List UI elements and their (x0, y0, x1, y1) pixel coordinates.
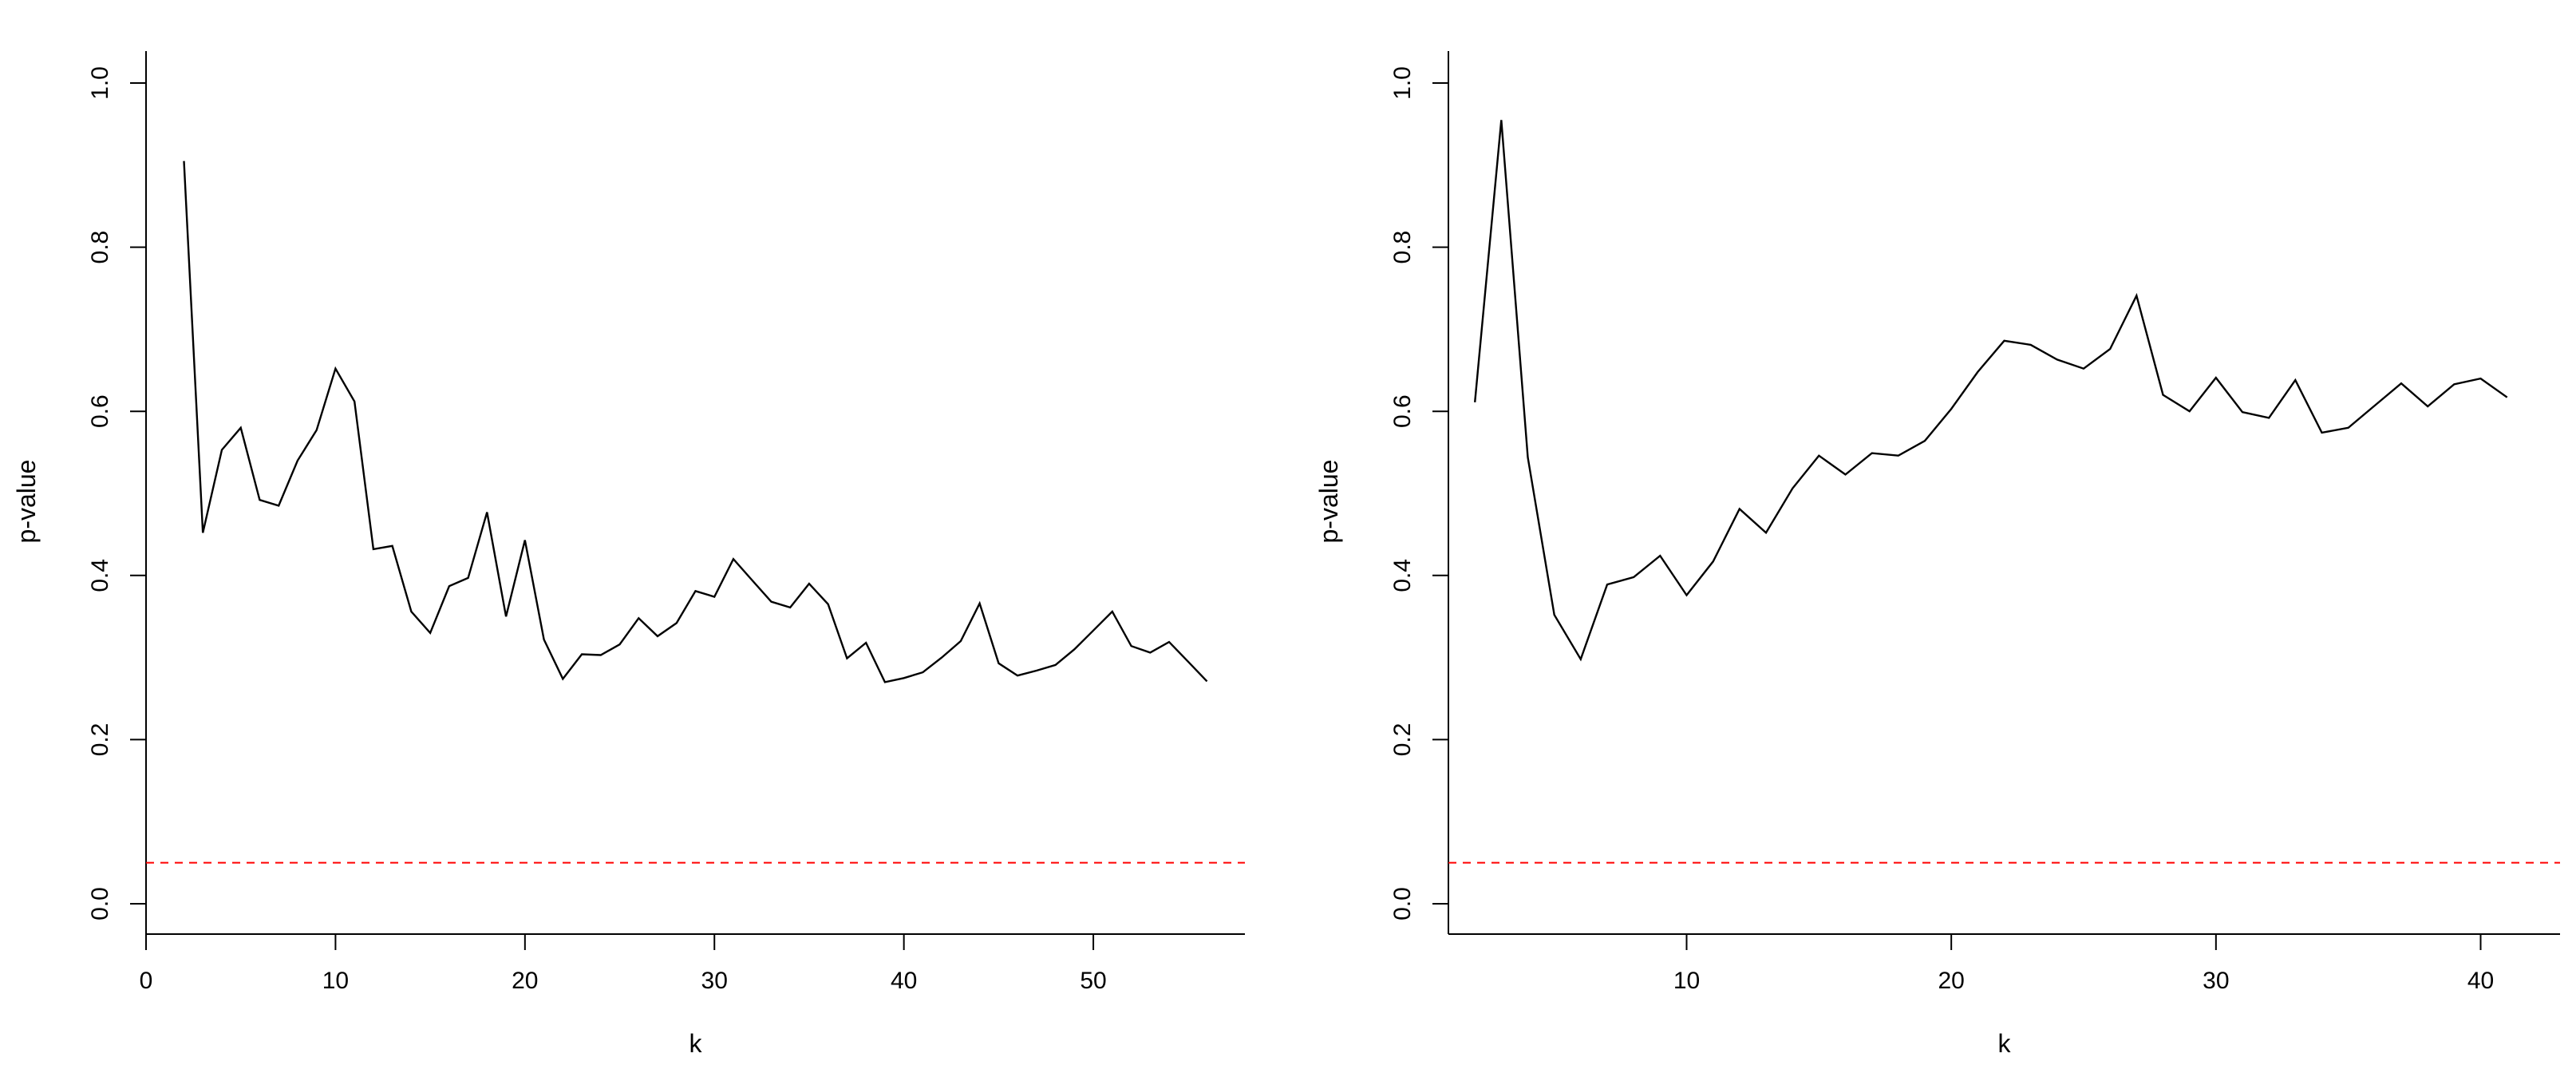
x-tick-label: 20 (1938, 968, 1964, 994)
x-tick-label: 0 (140, 968, 153, 994)
x-tick-label: 50 (1080, 968, 1106, 994)
y-tick-label: 1.0 (1389, 66, 1416, 100)
left-chart: 0 10 20 30 40 50 0.0 0.2 0.4 0.6 0.8 1.0 k p-value (12, 51, 1245, 1058)
y-axis-label: p-value (12, 460, 41, 544)
x-tick-label: 30 (2203, 968, 2229, 994)
x-tick-label: 10 (322, 968, 349, 994)
y-tick-label: 1.0 (87, 66, 113, 100)
series-line (183, 160, 1208, 683)
y-tick-label: 0.0 (1389, 887, 1416, 921)
y-tick-label: 0.4 (1389, 559, 1416, 592)
y-tick-label: 0.2 (1389, 723, 1416, 757)
y-tick-label: 0.6 (87, 394, 113, 428)
y-axis-label: p-value (1314, 460, 1343, 544)
x-tick-label: 30 (701, 968, 728, 994)
x-axis-label: k (689, 1029, 703, 1058)
right-chart: 10 20 30 40 0.0 0.2 0.4 0.6 0.8 1.0 k p-value (1314, 51, 2560, 1058)
x-tick-label: 10 (1673, 968, 1700, 994)
x-tick-label: 40 (2467, 968, 2494, 994)
y-tick-label: 0.8 (1389, 231, 1416, 264)
series-line (1474, 120, 2508, 662)
y-tick-label: 0.0 (87, 887, 113, 921)
y-tick-label: 0.6 (1389, 394, 1416, 428)
x-axis-label: k (1998, 1029, 2012, 1058)
x-tick-label: 40 (891, 968, 917, 994)
y-tick-label: 0.4 (87, 559, 113, 592)
y-tick-label: 0.8 (87, 231, 113, 264)
y-tick-label: 0.2 (87, 723, 113, 757)
x-tick-label: 20 (512, 968, 538, 994)
